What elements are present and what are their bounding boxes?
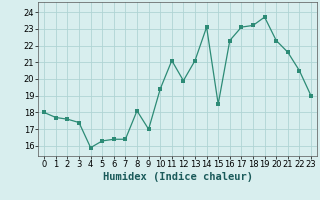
X-axis label: Humidex (Indice chaleur): Humidex (Indice chaleur) <box>103 172 252 182</box>
